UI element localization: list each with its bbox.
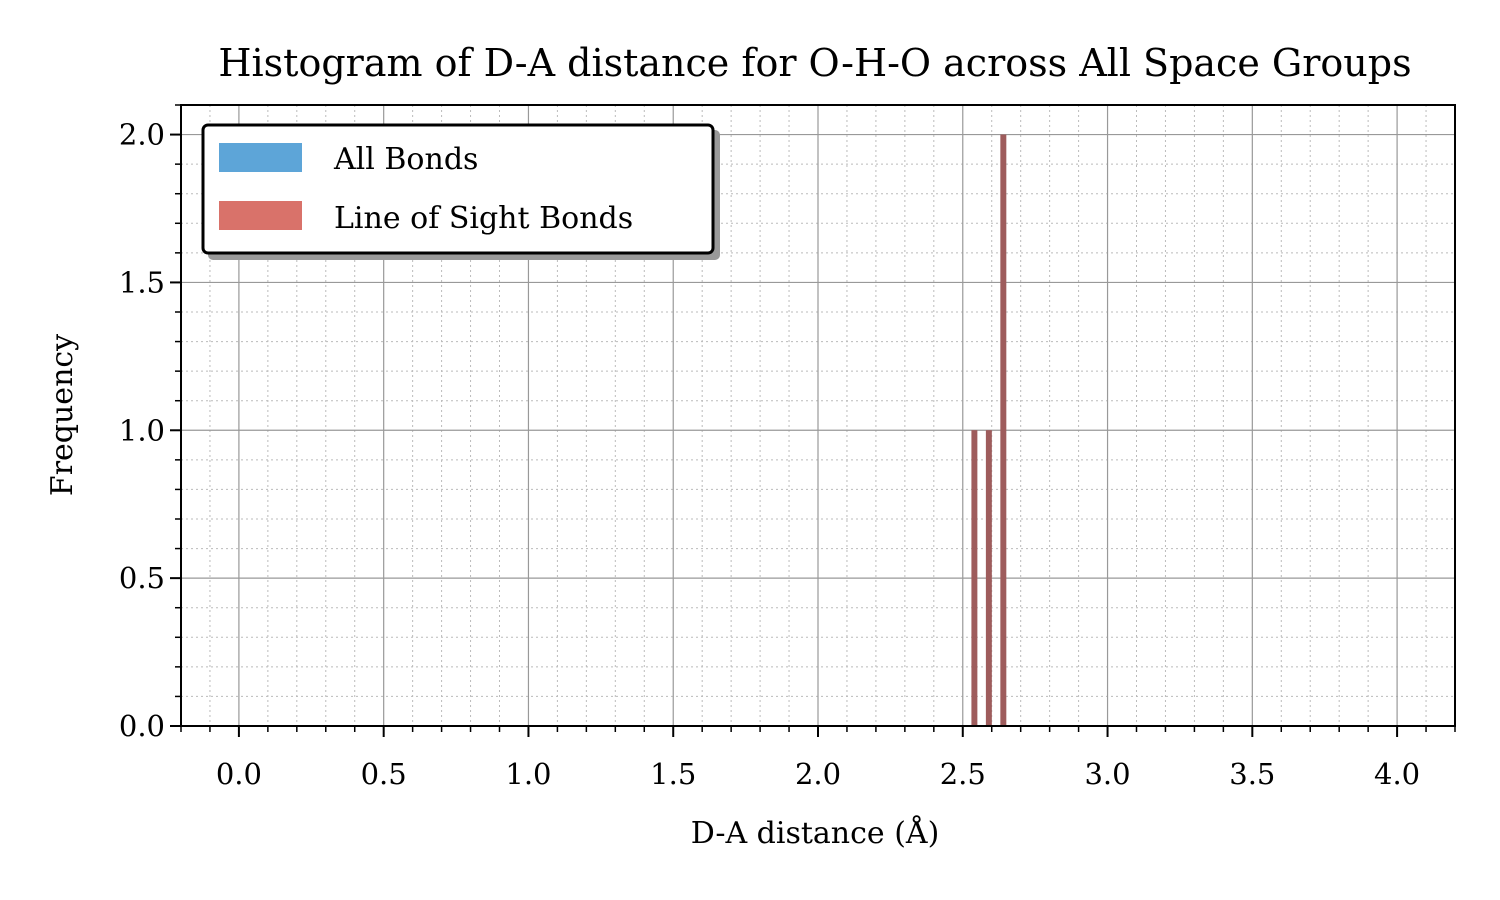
x-tick-label: 2.5	[940, 757, 986, 791]
y-tick-label: 1.5	[119, 265, 165, 299]
legend-swatch-all-bonds	[219, 143, 302, 172]
legend-label-all-bonds: All Bonds	[333, 142, 478, 177]
x-axis-ticks: 0.0 0.5 1.0 1.5 2.0 2.5 3.0 3.5 4.0	[180, 726, 1456, 791]
y-tick-label: 1.0	[119, 413, 165, 447]
legend-box	[201, 123, 715, 255]
histogram-bar-series-1	[985, 430, 992, 726]
x-tick-label: 1.0	[505, 757, 551, 791]
x-tick-label: 0.0	[216, 757, 262, 791]
y-axis-label: Frequency	[45, 334, 80, 496]
legend-label-line-of-sight-bonds: Line of Sight Bonds	[334, 201, 633, 236]
chart-title: Histogram of D-A distance for O-H-O acro…	[218, 41, 1411, 85]
x-tick-label: 3.0	[1084, 757, 1130, 791]
legend-swatch-line-of-sight-bonds	[219, 201, 302, 230]
y-tick-label: 2.0	[119, 118, 165, 152]
y-tick-label: 0.0	[119, 709, 165, 743]
x-tick-label: 1.5	[650, 757, 696, 791]
x-tick-label: 4.0	[1374, 757, 1420, 791]
x-axis-label: D-A distance (Å)	[691, 815, 940, 851]
histogram-bar-series-1	[1000, 134, 1007, 727]
x-tick-label: 0.5	[361, 757, 407, 791]
y-tick-label: 0.5	[119, 561, 165, 595]
x-tick-label: 3.5	[1229, 757, 1275, 791]
histogram-bar-series-1	[971, 430, 978, 726]
histogram-bars	[971, 134, 1007, 727]
legend: All Bonds Line of Sight Bonds	[201, 123, 720, 260]
x-tick-label: 2.0	[795, 757, 841, 791]
y-axis-ticks: 0.0 0.5 1.0 1.5 2.0	[119, 104, 181, 743]
